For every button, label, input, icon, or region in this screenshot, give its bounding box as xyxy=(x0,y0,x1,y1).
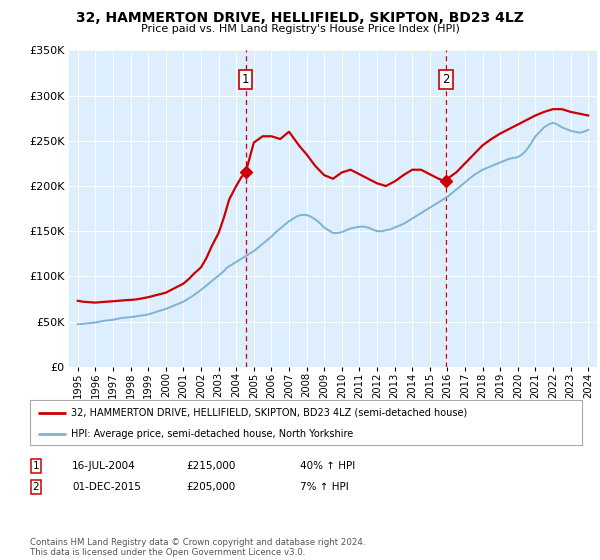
Text: Price paid vs. HM Land Registry's House Price Index (HPI): Price paid vs. HM Land Registry's House … xyxy=(140,24,460,34)
Text: £205,000: £205,000 xyxy=(186,482,235,492)
Text: 32, HAMMERTON DRIVE, HELLIFIELD, SKIPTON, BD23 4LZ: 32, HAMMERTON DRIVE, HELLIFIELD, SKIPTON… xyxy=(76,11,524,25)
Text: 2: 2 xyxy=(442,73,450,86)
Text: 2: 2 xyxy=(32,482,40,492)
Text: Contains HM Land Registry data © Crown copyright and database right 2024.
This d: Contains HM Land Registry data © Crown c… xyxy=(30,538,365,557)
Text: 16-JUL-2004: 16-JUL-2004 xyxy=(72,461,136,471)
Text: 01-DEC-2015: 01-DEC-2015 xyxy=(72,482,141,492)
Text: 1: 1 xyxy=(32,461,40,471)
Text: 7% ↑ HPI: 7% ↑ HPI xyxy=(300,482,349,492)
Text: £215,000: £215,000 xyxy=(186,461,235,471)
Text: HPI: Average price, semi-detached house, North Yorkshire: HPI: Average price, semi-detached house,… xyxy=(71,429,353,439)
Text: 1: 1 xyxy=(242,73,250,86)
Text: 32, HAMMERTON DRIVE, HELLIFIELD, SKIPTON, BD23 4LZ (semi-detached house): 32, HAMMERTON DRIVE, HELLIFIELD, SKIPTON… xyxy=(71,408,467,418)
Text: 40% ↑ HPI: 40% ↑ HPI xyxy=(300,461,355,471)
